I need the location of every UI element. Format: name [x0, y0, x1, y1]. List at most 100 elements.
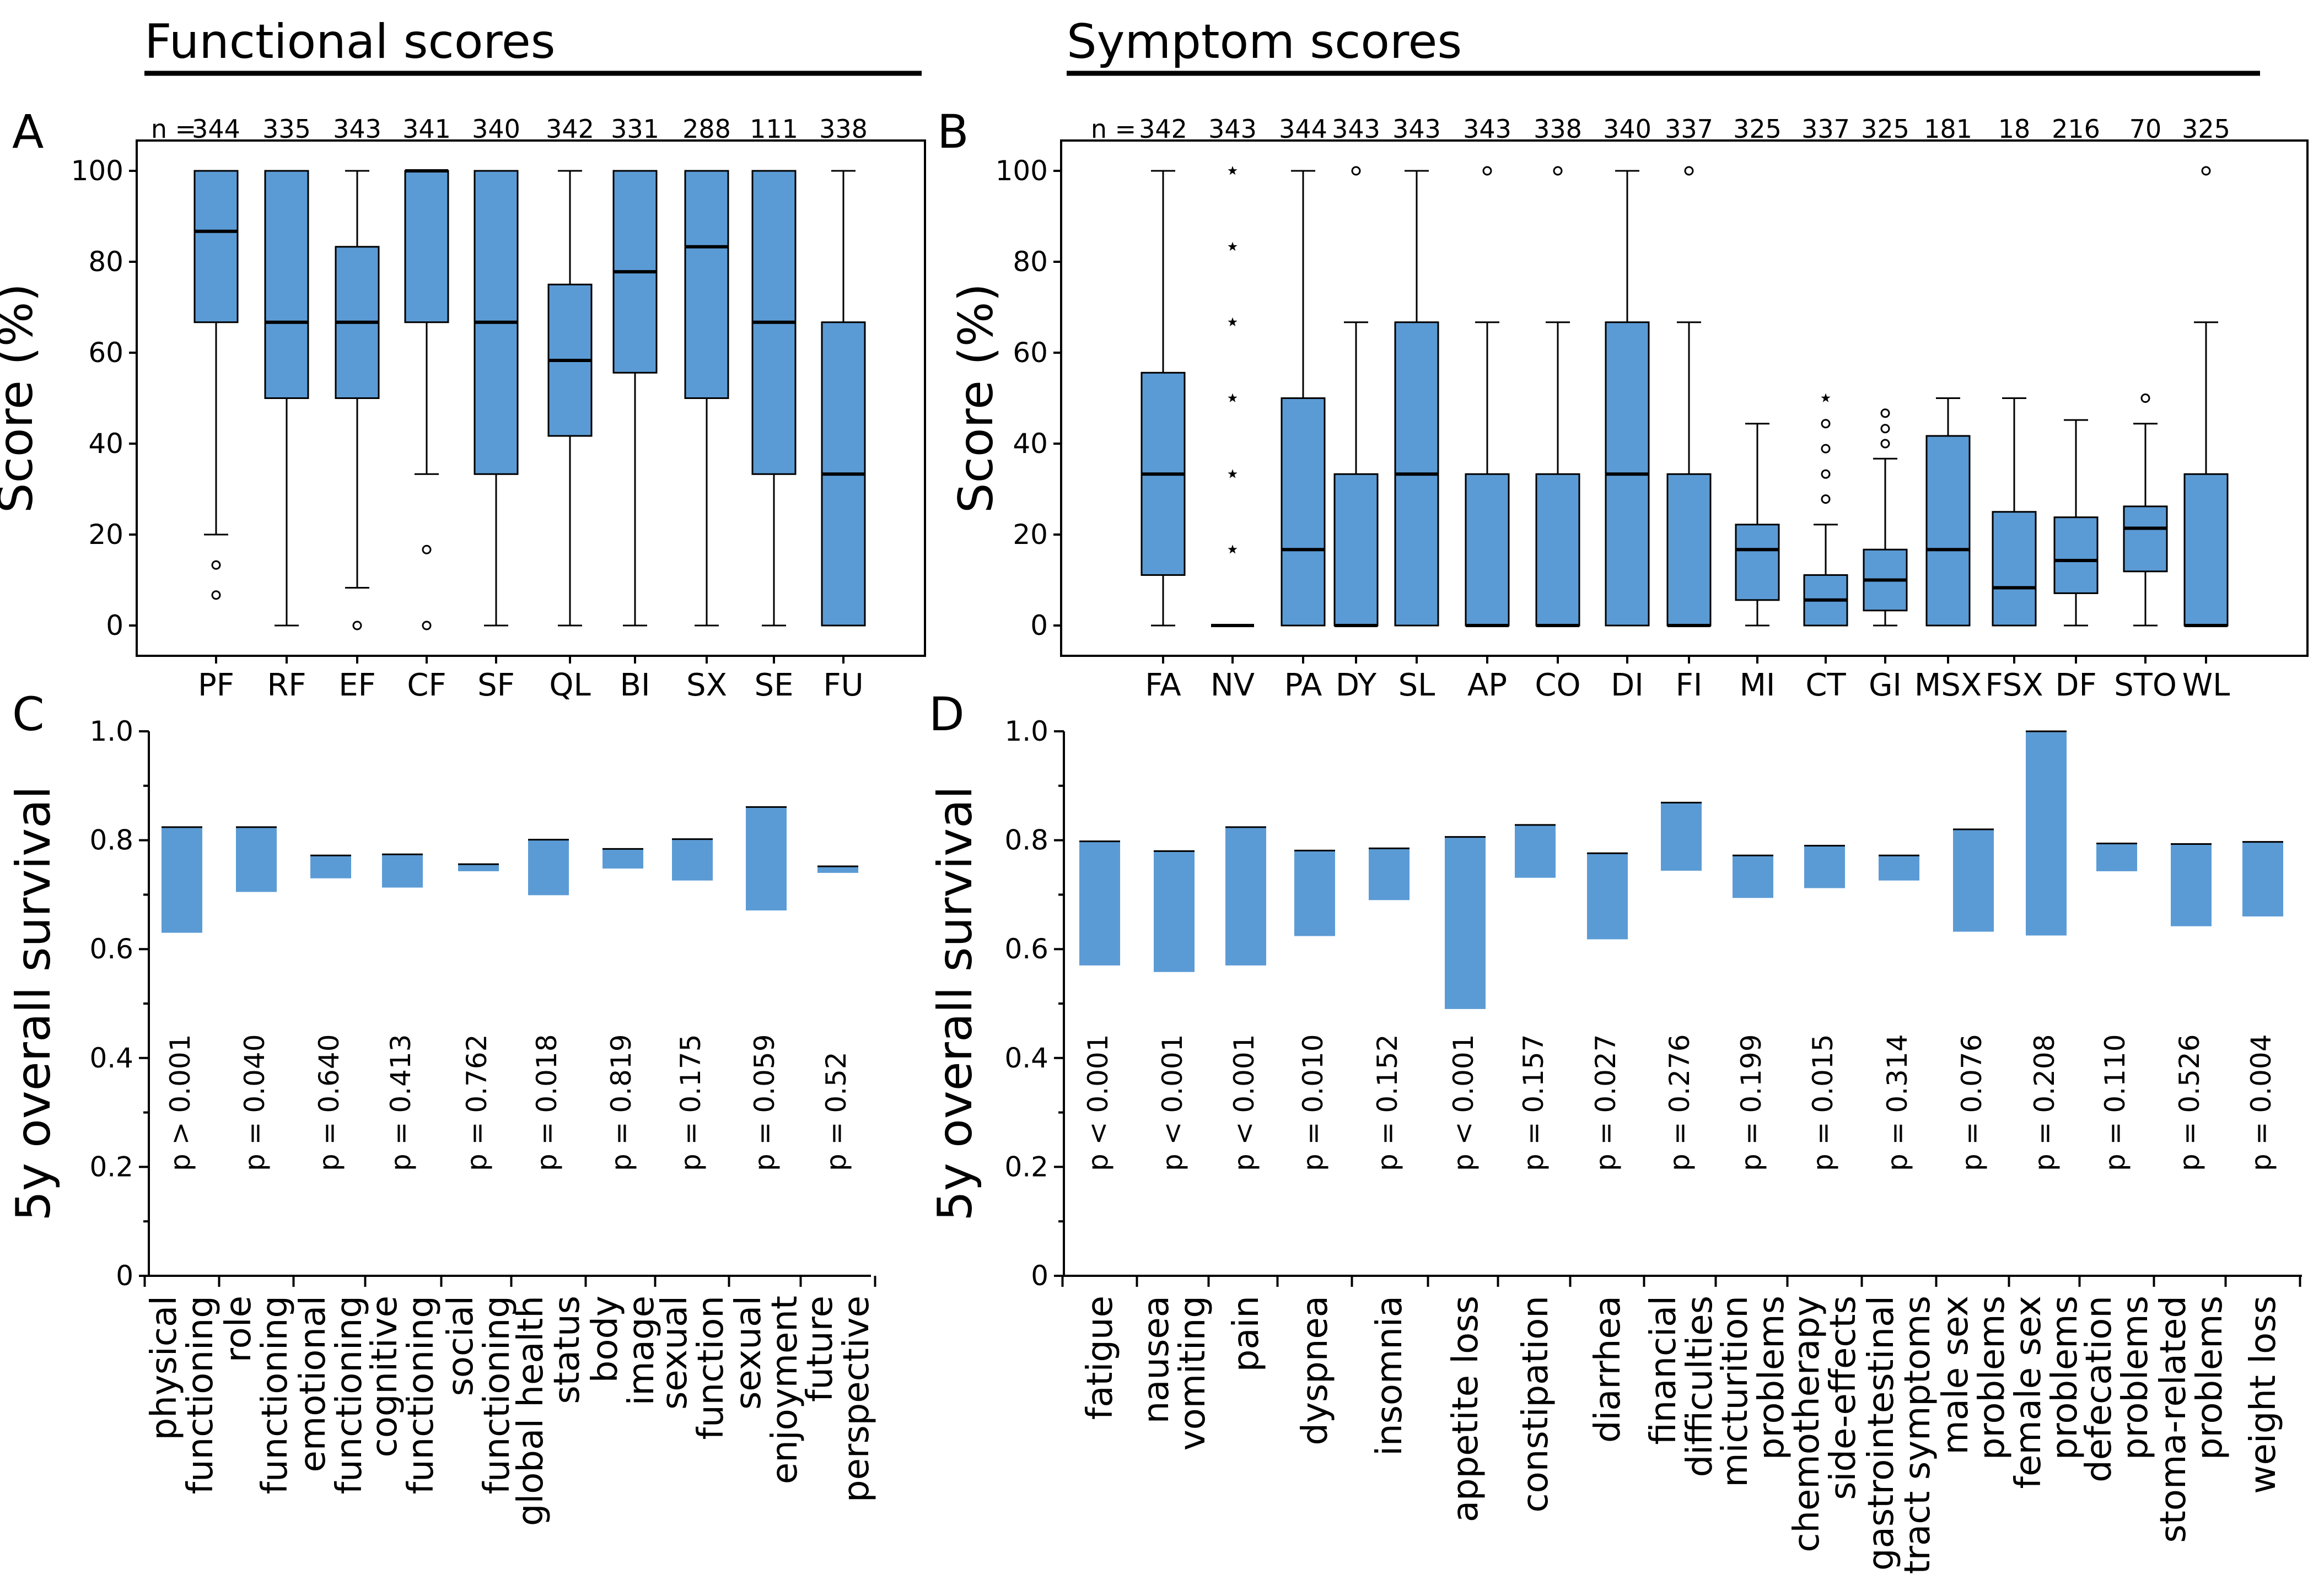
y-axis-title: 5y overall survival — [928, 786, 983, 1221]
n-count: 342 — [1139, 114, 1187, 144]
x-category-label: physical — [144, 1296, 185, 1440]
x-category-label: GI — [1869, 667, 1902, 703]
y-tick-label: 0.8 — [89, 824, 133, 856]
y-tick-label: 0.6 — [89, 933, 133, 965]
x-category-label: FA — [1145, 667, 1181, 703]
y-tick-label: 40 — [88, 428, 123, 460]
panel-c-label: C — [12, 687, 45, 741]
p-value-label: p = 0.018 — [531, 1034, 563, 1171]
x-category-label: BI — [620, 667, 650, 703]
survival-range-bar — [1445, 837, 1486, 1009]
n-count: 340 — [1603, 114, 1651, 144]
p-value-label: p = 0.076 — [1956, 1034, 1988, 1171]
x-category-label: problems — [2189, 1296, 2230, 1460]
outlier-circle — [1553, 166, 1563, 176]
box — [193, 170, 239, 323]
x-category-label: difficulties — [1680, 1296, 1720, 1477]
y-axis-title: Score (%) — [949, 283, 1004, 513]
box — [2183, 473, 2229, 627]
outlier-circle — [211, 590, 221, 600]
p-value-label: p = 0.152 — [1371, 1034, 1403, 1171]
x-category-label: FI — [1676, 667, 1703, 703]
n-count: 181 — [1924, 114, 1972, 144]
x-category-label: CO — [1535, 667, 1580, 703]
extreme-star — [1228, 241, 1238, 251]
survival-range-bar — [817, 866, 858, 873]
extreme-star — [1228, 317, 1238, 326]
n-count: 335 — [262, 114, 311, 144]
panel-c-survival-bars: 0 0.2 0.4 0.6 0.8 1.0 5y overall survival p > 0… — [6, 715, 877, 1526]
box — [1735, 524, 1780, 601]
survival-range-bar — [310, 855, 351, 878]
y-tick-label: 20 — [88, 519, 123, 551]
x-category-label: EF — [338, 667, 376, 703]
x-category-label: body — [585, 1296, 626, 1383]
y-tick-label: 0.2 — [1004, 1151, 1048, 1183]
survival-range-bar — [1154, 851, 1195, 972]
p-value-label: p = 0.010 — [1297, 1034, 1329, 1171]
p-value-label: p < 0.001 — [1448, 1034, 1480, 1171]
y-tick-label: 0.6 — [1004, 933, 1048, 965]
p-value-label: p = 0.157 — [1518, 1034, 1550, 1171]
survival-range-bar — [528, 839, 569, 896]
outlier-circle — [2201, 166, 2211, 176]
n-count: 325 — [1861, 114, 1909, 144]
panel-d-survival-bars: 0 0.2 0.4 0.6 0.8 1.0 5y overall survival p < 0… — [928, 715, 2302, 1574]
x-category-label: functioning — [255, 1296, 295, 1494]
x-category-label: SE — [755, 667, 794, 703]
x-category-label: DF — [2055, 667, 2096, 703]
x-category-label: future — [800, 1296, 841, 1402]
n-count: 337 — [1665, 114, 1713, 144]
x-category-label: STO — [2114, 667, 2177, 703]
survival-range-bar — [2026, 731, 2067, 936]
n-count: 325 — [1733, 114, 1782, 144]
box — [2123, 505, 2168, 573]
x-category-label: problems — [1972, 1296, 2013, 1460]
x-category-label: functioning — [401, 1296, 442, 1494]
y-tick-label: 0 — [106, 610, 123, 641]
symptom-header: Symptom scores — [1067, 14, 1462, 69]
box — [1465, 473, 1510, 627]
x-category-label: SL — [1398, 667, 1435, 703]
panel-a-boxplot: 0 20 40 60 80 100 Score (%) n = PF 344 RF 335 EF 343 C… — [0, 114, 926, 703]
p-value-label: p = 0.208 — [2029, 1034, 2061, 1171]
x-category-label: defecation — [2079, 1296, 2119, 1482]
outlier-circle — [1821, 494, 1831, 504]
outlier-circle — [1684, 166, 1694, 176]
x-category-label: female sex — [2008, 1296, 2049, 1489]
x-category-label: QL — [549, 667, 590, 703]
x-category-label: functioning — [329, 1296, 370, 1494]
x-category-label: dyspnea — [1295, 1296, 1336, 1446]
y-tick-label: 60 — [1013, 337, 1048, 369]
x-category-label: micturition — [1715, 1296, 1756, 1487]
x-category-label: PF — [198, 667, 234, 703]
outlier-circle — [1880, 424, 1890, 434]
survival-range-bar — [672, 839, 713, 881]
x-category-label: AP — [1467, 667, 1507, 703]
x-category-label: DI — [1611, 667, 1644, 703]
functional-header: Functional scores — [144, 14, 556, 69]
n-count: 325 — [2182, 114, 2230, 144]
x-category-label: insomnia — [1369, 1296, 1410, 1456]
x-category-label: sexual — [654, 1296, 695, 1410]
survival-range-bar — [2242, 842, 2283, 916]
survival-range-bar — [1225, 827, 1266, 966]
n-count: 340 — [472, 114, 520, 144]
box — [2053, 516, 2099, 594]
x-category-label: MI — [1740, 667, 1776, 703]
x-category-label: functioning — [180, 1296, 221, 1494]
n-count: 343 — [333, 114, 381, 144]
extreme-star — [1821, 393, 1831, 402]
x-category-label: MSX — [1914, 667, 1982, 703]
n-count: 343 — [1332, 114, 1380, 144]
y-tick-label: 0 — [116, 1260, 133, 1292]
y-tick-label: 40 — [1013, 428, 1048, 460]
x-category-label: CF — [407, 667, 446, 703]
x-category-label: weight loss — [2243, 1296, 2284, 1494]
y-tick-label: 100 — [996, 155, 1048, 187]
y-axis-title: 5y overall survival — [6, 786, 61, 1221]
outlier-circle — [1821, 419, 1831, 429]
survival-range-bar — [1953, 829, 1994, 932]
x-category-label: WL — [2182, 667, 2230, 703]
